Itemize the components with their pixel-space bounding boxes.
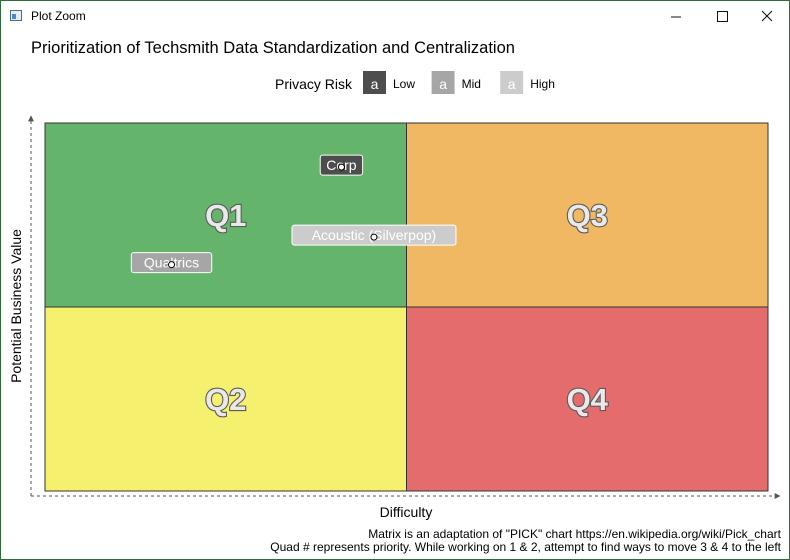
legend-key-high (500, 71, 524, 94)
points-layer: CorpAcoustic (Silverpop)Qualtrics (130, 154, 457, 274)
chart-title: Prioritization of Techsmith Data Standar… (31, 39, 515, 57)
legend-key-glyph-low: a (371, 76, 379, 92)
minimize-button[interactable] (653, 1, 699, 32)
legend-key-mid (431, 71, 455, 94)
quadrant-label-q2: Q2 (205, 382, 246, 417)
close-button[interactable] (744, 1, 790, 32)
quadrant-q3 (406, 122, 769, 308)
caption-line-1: Matrix is an adaptation of "PICK" chart … (368, 527, 781, 541)
window-title: Plot Zoom (31, 9, 86, 23)
maximize-icon (717, 11, 728, 22)
point-marker-acoustic-silverpop (370, 233, 378, 241)
legend-label-low: Low (393, 77, 415, 91)
caption-line-2: Quad # represents priority. While workin… (270, 540, 781, 554)
title-bar: Plot Zoom (1, 1, 789, 32)
legend-label-mid: Mid (462, 77, 481, 91)
legend-key-glyph-high: a (508, 76, 516, 92)
legend-title: Privacy Risk (275, 76, 353, 92)
legend-label-high: High (530, 77, 555, 91)
close-icon (761, 10, 773, 22)
legend-key-glyph-mid: a (439, 76, 447, 92)
quadrant-layer: Q1 Q3 Q2 Q4 (44, 122, 769, 492)
minimize-icon (671, 16, 681, 18)
app-icon (10, 10, 22, 21)
y-axis-label: Potential Business Value (8, 229, 24, 383)
legend: Privacy Risk a Low a Mid a High (275, 71, 555, 94)
point-marker-qualtrics (168, 261, 176, 269)
quadrant-label-q4: Q4 (567, 382, 609, 417)
legend-key-low (363, 71, 386, 94)
quadrant-q4 (406, 306, 769, 492)
maximize-button[interactable] (699, 1, 745, 32)
point-marker-corp (337, 163, 345, 171)
x-axis-label: Difficulty (380, 504, 433, 520)
quadrant-q2 (44, 306, 407, 492)
quadrant-label-q3: Q3 (567, 198, 608, 233)
quadrant-label-q1: Q1 (205, 198, 246, 233)
